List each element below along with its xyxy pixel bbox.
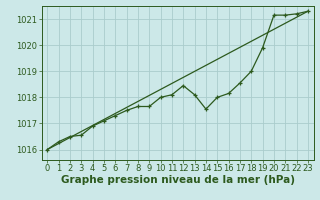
X-axis label: Graphe pression niveau de la mer (hPa): Graphe pression niveau de la mer (hPa) [60, 175, 295, 185]
